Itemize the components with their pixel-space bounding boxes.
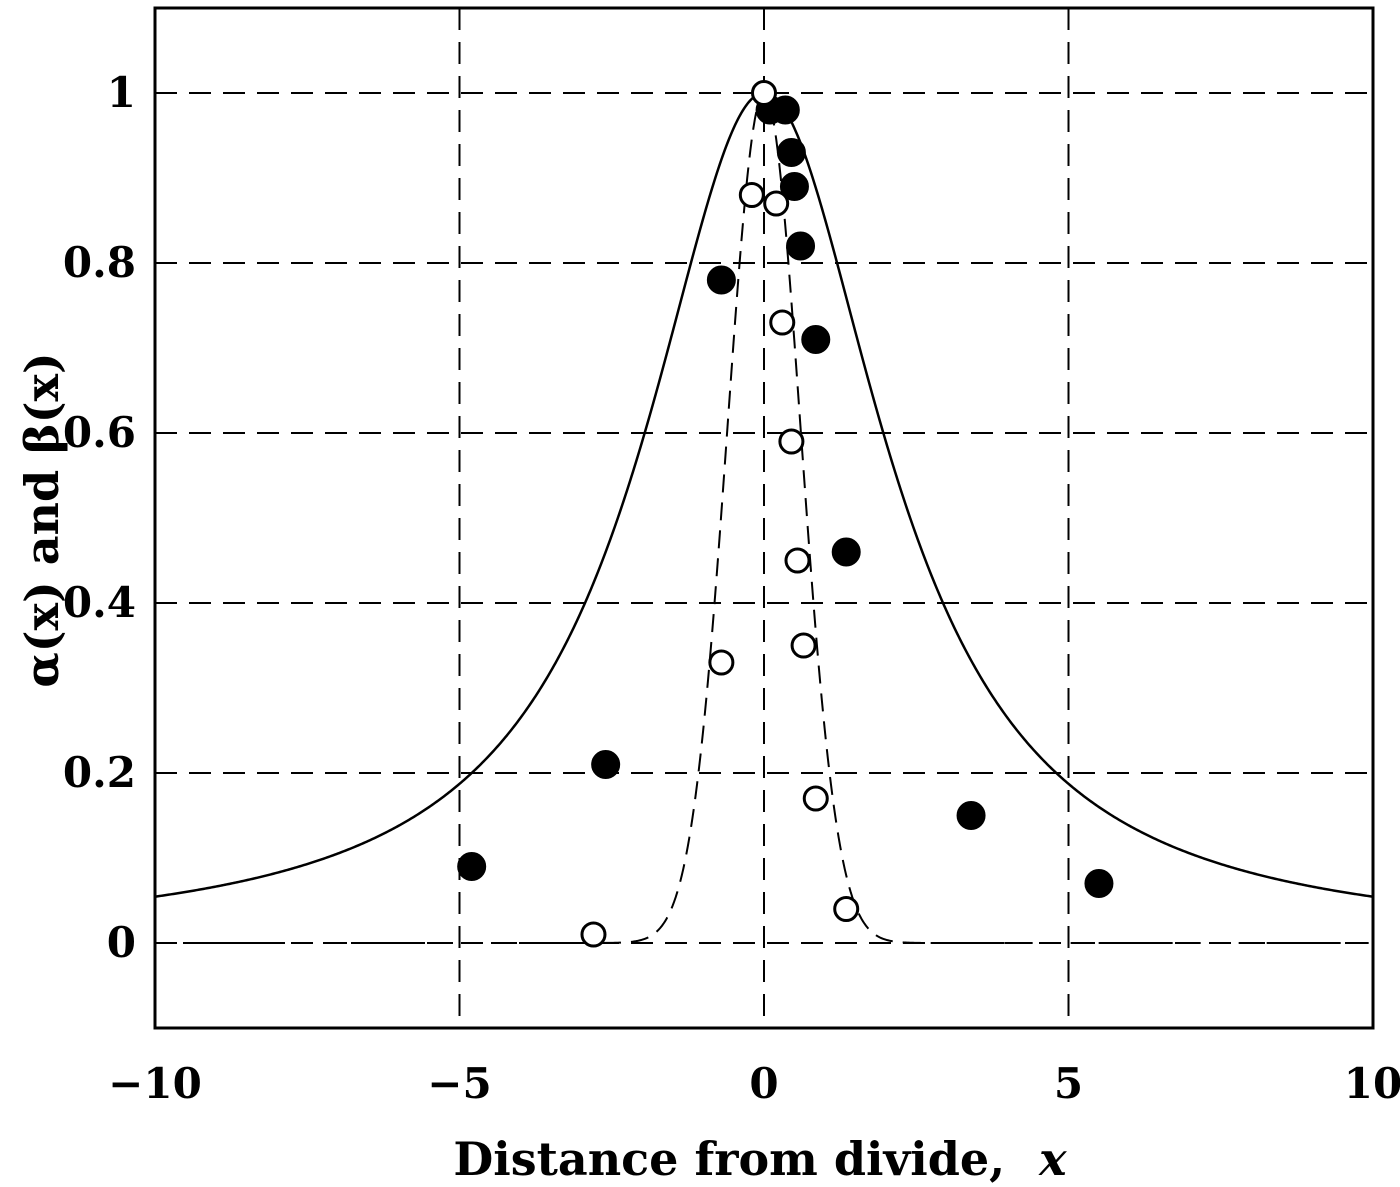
y-tick-label: 0 bbox=[107, 918, 136, 967]
filled-data-point bbox=[706, 265, 736, 295]
open-data-point bbox=[708, 649, 735, 676]
open-data-point bbox=[751, 80, 777, 106]
open-data-point bbox=[769, 309, 796, 336]
filled-data-point bbox=[831, 537, 861, 567]
open-data-point bbox=[763, 190, 790, 217]
open-data-point bbox=[833, 896, 860, 922]
open-data-point bbox=[738, 182, 765, 208]
y-tick-label: 0.8 bbox=[63, 238, 136, 287]
x-tick-label: −10 bbox=[108, 1059, 202, 1108]
x-axis-title-variable: x bbox=[1038, 1132, 1067, 1186]
y-tick-label: 0.4 bbox=[63, 578, 136, 627]
x-axis-title: Distance from divide, x bbox=[453, 1132, 1067, 1186]
x-axis-title-text: Distance from divide, bbox=[453, 1132, 1005, 1186]
y-axis-title: α(x) and β(x) bbox=[15, 352, 69, 687]
plot-frame bbox=[153, 6, 1375, 1030]
x-tick-label: 10 bbox=[1344, 1059, 1400, 1108]
filled-data-point bbox=[801, 325, 831, 354]
data-points bbox=[457, 80, 1114, 948]
y-tick-label: 1 bbox=[107, 68, 136, 117]
x-tick-label: −5 bbox=[427, 1059, 491, 1108]
x-tick-labels: −10 −5 0 5 10 bbox=[108, 1059, 1400, 1108]
filled-data-point bbox=[1084, 869, 1114, 898]
open-data-point bbox=[580, 921, 607, 948]
y-tick-label: 0.2 bbox=[63, 748, 136, 797]
filled-data-point bbox=[770, 95, 800, 125]
filled-data-point bbox=[786, 231, 816, 261]
filled-data-point bbox=[776, 138, 806, 167]
x-tick-label: 5 bbox=[1054, 1059, 1083, 1108]
open-data-point bbox=[778, 428, 805, 455]
open-data-point bbox=[802, 785, 829, 812]
open-data-point bbox=[790, 632, 817, 659]
open-data-point bbox=[784, 547, 811, 574]
grid-lines bbox=[155, 8, 1373, 1028]
filled-data-point bbox=[779, 172, 809, 201]
filled-data-point bbox=[457, 852, 487, 881]
filled-data-point bbox=[591, 750, 621, 779]
filled-data-point bbox=[956, 801, 986, 830]
y-tick-label: 0.6 bbox=[63, 408, 136, 457]
x-tick-label: 0 bbox=[749, 1059, 778, 1108]
y-tick-labels: 0 0.2 0.4 0.6 0.8 1 bbox=[63, 68, 136, 967]
